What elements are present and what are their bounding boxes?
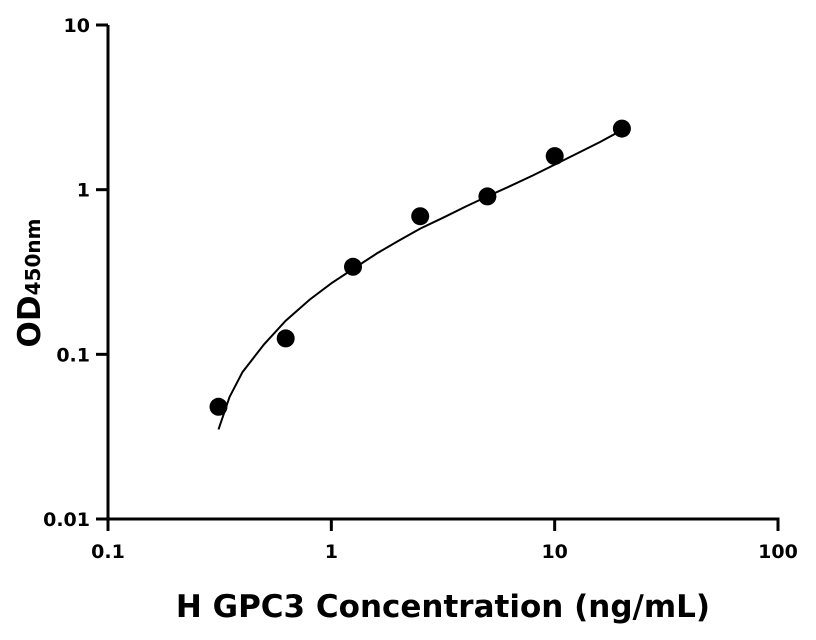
x-axis: 0.1 1 10 100 bbox=[91, 517, 798, 563]
data-point bbox=[478, 187, 497, 206]
x-tick-label: 0.1 bbox=[91, 541, 125, 563]
fit-curve-line bbox=[217, 129, 623, 430]
data-point bbox=[545, 147, 564, 166]
y-tick-label: 1 bbox=[77, 180, 90, 202]
data-point bbox=[612, 119, 631, 138]
fit-curve-layer bbox=[217, 129, 623, 430]
y-axis-title: OD450nm bbox=[12, 219, 48, 348]
x-tick-label: 100 bbox=[758, 541, 798, 563]
data-point bbox=[209, 397, 228, 416]
y-axis: 0.01 0.1 1 10 bbox=[43, 15, 110, 531]
data-point bbox=[344, 257, 362, 276]
data-point bbox=[276, 329, 295, 348]
y-tick-label: 10 bbox=[64, 15, 90, 37]
x-tick-label: 1 bbox=[325, 541, 338, 563]
y-tick-label: 0.1 bbox=[56, 344, 90, 366]
data-point bbox=[411, 207, 430, 226]
y-tick-label: 0.01 bbox=[43, 509, 90, 531]
y-axis-title-main: OD bbox=[12, 295, 48, 347]
y-axis-title-subscript: 450nm bbox=[21, 219, 45, 296]
data-points-layer bbox=[209, 119, 631, 416]
x-axis-title: H GPC3 Concentration (ng/mL) bbox=[176, 589, 710, 625]
x-tick-label: 10 bbox=[541, 541, 567, 563]
